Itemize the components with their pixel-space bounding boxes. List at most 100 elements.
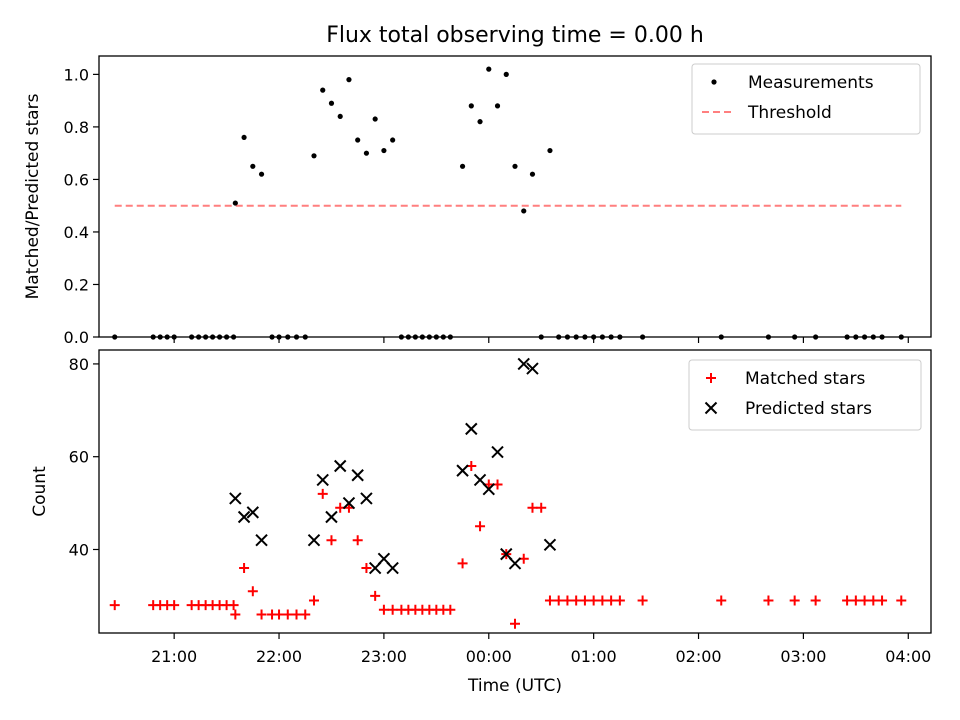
x-tick-label: 04:00 — [885, 647, 931, 666]
predicted-star-point — [543, 538, 557, 552]
count-y-tick-label: 80 — [69, 355, 89, 374]
matched-star-point — [247, 586, 258, 597]
ratio-y-tick-label: 1.0 — [64, 65, 89, 84]
matched-star-point — [597, 595, 608, 606]
matched-star-point — [606, 595, 617, 606]
predicted-star-point — [255, 534, 268, 547]
matched-star-point — [361, 563, 372, 574]
x-axis-label: Time (UTC) — [467, 676, 562, 696]
matched-star-point — [370, 590, 381, 601]
matched-star-point — [300, 609, 311, 620]
measurement-point — [486, 66, 492, 72]
matched-star-point — [378, 604, 389, 615]
ratio-y-tick-label: 0.8 — [64, 118, 89, 137]
x-tick-label: 22:00 — [256, 647, 302, 666]
matched-star-point — [475, 521, 486, 532]
predicted-star-point — [456, 464, 469, 477]
legend-label: Threshold — [747, 103, 832, 123]
matched-star-point — [553, 595, 564, 606]
x-tick-label: 01:00 — [571, 647, 617, 666]
matched-star-point — [169, 600, 180, 611]
legend-label: Measurements — [748, 73, 874, 93]
matched-star-point — [571, 595, 582, 606]
matched-star-point — [896, 595, 907, 606]
ratio-axes-frame — [98, 55, 932, 338]
matched-star-point — [810, 595, 821, 606]
predicted-star-point — [229, 492, 242, 505]
measurement-point — [363, 150, 370, 156]
matched-star-point — [317, 488, 328, 499]
matched-star-point — [859, 595, 870, 606]
x-tick-label: 00:00 — [466, 647, 512, 666]
measurement-point — [711, 79, 717, 85]
measurement-point — [390, 137, 396, 143]
matched-star-point — [868, 595, 879, 606]
matched-star-point — [716, 595, 727, 606]
predicted-star-point — [704, 401, 718, 415]
matched-star-point — [109, 600, 120, 611]
predicted-star-point — [316, 473, 329, 487]
count-y-axis: 40 60 80 — [69, 355, 99, 559]
measurement-point — [477, 119, 483, 125]
ratio-y-tick-label: 0.2 — [64, 275, 89, 294]
measurement-point — [232, 200, 238, 206]
measurement-point — [468, 103, 474, 109]
count-legend: Matched stars Predicted stars — [688, 359, 922, 431]
legend-label: Matched stars — [745, 369, 865, 389]
ratio-y-tick-label: 0.0 — [64, 328, 89, 347]
count-plot-area — [109, 357, 907, 629]
matched-star-point — [789, 595, 800, 606]
matched-star-point — [387, 604, 398, 615]
legend-box — [691, 63, 921, 135]
predicted-star-point — [482, 482, 495, 496]
matched-star-point — [842, 595, 853, 606]
predicted-star-point — [386, 561, 399, 575]
predicted-star-point — [508, 557, 522, 570]
legend-label: Predicted stars — [745, 399, 872, 419]
predicted-star-point — [360, 492, 373, 505]
matched-star-point — [562, 595, 573, 606]
count-panel: 40 60 80 Count Matched stars Predicted star… — [30, 349, 932, 634]
matched-star-point — [445, 604, 456, 615]
x-tick-label: 23:00 — [361, 647, 407, 666]
predicted-star-point — [237, 510, 251, 524]
ratio-y-tick-label: 0.6 — [64, 170, 89, 189]
ratio-y-axis-label: Matched/Predicted stars — [23, 93, 43, 299]
matched-star-point — [763, 595, 774, 606]
matched-star-point — [579, 595, 590, 606]
count-y-tick-label: 40 — [69, 540, 89, 559]
matched-star-point — [228, 600, 239, 611]
ratio-y-axis: 0.0 0.2 0.4 0.6 0.8 1.0 — [64, 65, 99, 347]
predicted-star-point — [307, 534, 321, 547]
matched-star-point — [527, 502, 538, 513]
predicted-star-point — [517, 357, 530, 371]
matched-star-point — [588, 595, 599, 606]
predicted-star-point — [351, 469, 364, 482]
matched-star-point — [291, 609, 302, 620]
x-tick-label: 21:00 — [151, 647, 197, 666]
ratio-panel: 0.0 0.2 0.4 0.6 0.8 1.0 Matched/Predicted sta… — [23, 55, 932, 347]
matched-star-point — [544, 595, 555, 606]
measurement-point — [258, 171, 265, 177]
predicted-star-point — [491, 445, 504, 459]
time-x-axis: 21:00 22:00 23:00 00:00 01:00 02:00 03:00 04:00 — [151, 337, 931, 666]
predicted-star-point — [526, 362, 539, 375]
matched-star-point — [637, 595, 648, 606]
ratio-legend: Measurements Threshold — [691, 63, 921, 135]
measurement-point — [547, 147, 553, 154]
matched-star-point — [352, 535, 363, 546]
measurement-point — [328, 100, 335, 106]
matched-star-point — [326, 535, 337, 546]
measurement-point — [494, 103, 501, 109]
matched-star-point — [308, 595, 319, 606]
ratio-y-tick-label: 0.4 — [64, 223, 89, 242]
matched-star-point — [274, 609, 285, 620]
matched-star-point — [536, 502, 547, 513]
x-tick-label: 03:00 — [780, 647, 826, 666]
measurement-point — [503, 71, 509, 77]
matched-star-point — [256, 609, 267, 620]
measurement-point — [372, 116, 378, 122]
measurement-point — [250, 163, 256, 169]
count-axes-frame — [98, 349, 932, 634]
